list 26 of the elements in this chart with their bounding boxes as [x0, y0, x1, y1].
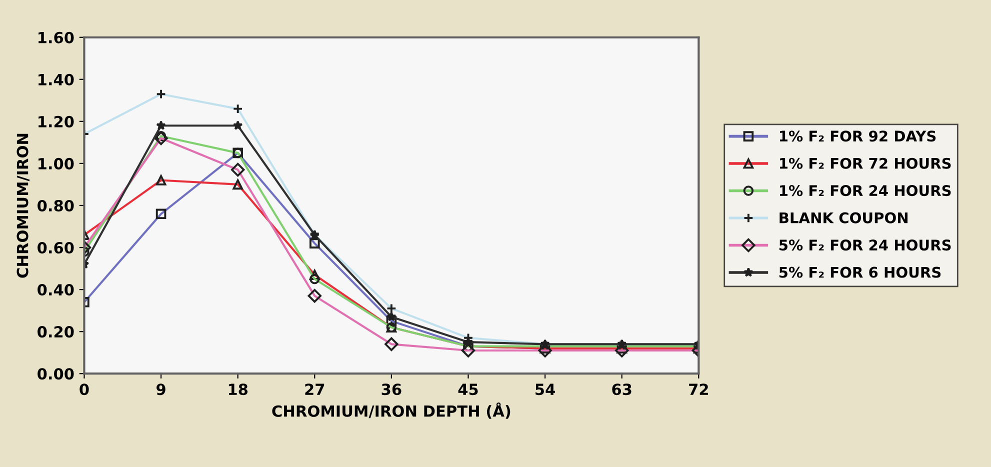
x-tick-label: 72 [689, 384, 708, 395]
legend-label: 5% F₂ FOR 24 HOURS [779, 240, 951, 251]
y-tick-label: 1.20 [38, 116, 74, 128]
legend-label: 1% F₂ FOR 92 DAYS [780, 130, 936, 142]
y-tick-label: 1.60 [38, 32, 74, 44]
legend-label: BLANK COUPON [780, 212, 908, 224]
y-tick-label: 0.80 [38, 200, 74, 212]
legend-label: 1% F₂ FOR 72 HOURS [780, 158, 951, 169]
x-tick-label: 0 [80, 384, 89, 396]
y-tick-label: 0.20 [38, 326, 74, 338]
y-tick-label: 1.40 [38, 74, 74, 86]
legend-label: 1% F₂ FOR 24 HOURS [780, 185, 951, 196]
x-tick-label: 18 [228, 384, 248, 396]
x-tick-label: 45 [458, 384, 478, 396]
y-tick-label: 1.00 [38, 158, 74, 170]
x-tick-label: 63 [612, 384, 632, 396]
x-axis-title: CHROMIUM/IRON DEPTH (Å) [272, 402, 510, 419]
x-tick-label: 27 [305, 384, 324, 395]
x-tick-label: 9 [156, 384, 166, 396]
x-tick-label: 36 [382, 384, 402, 396]
x-tick-label: 54 [536, 384, 555, 396]
y-tick-label: 0.40 [38, 284, 74, 296]
y-tick-label: 0.60 [38, 242, 74, 254]
y-tick-label: 0.00 [38, 368, 74, 380]
legend-label: 5% F₂ FOR 6 HOURS [779, 266, 941, 278]
y-axis-title: CHROMIUM/IRON [16, 134, 30, 278]
